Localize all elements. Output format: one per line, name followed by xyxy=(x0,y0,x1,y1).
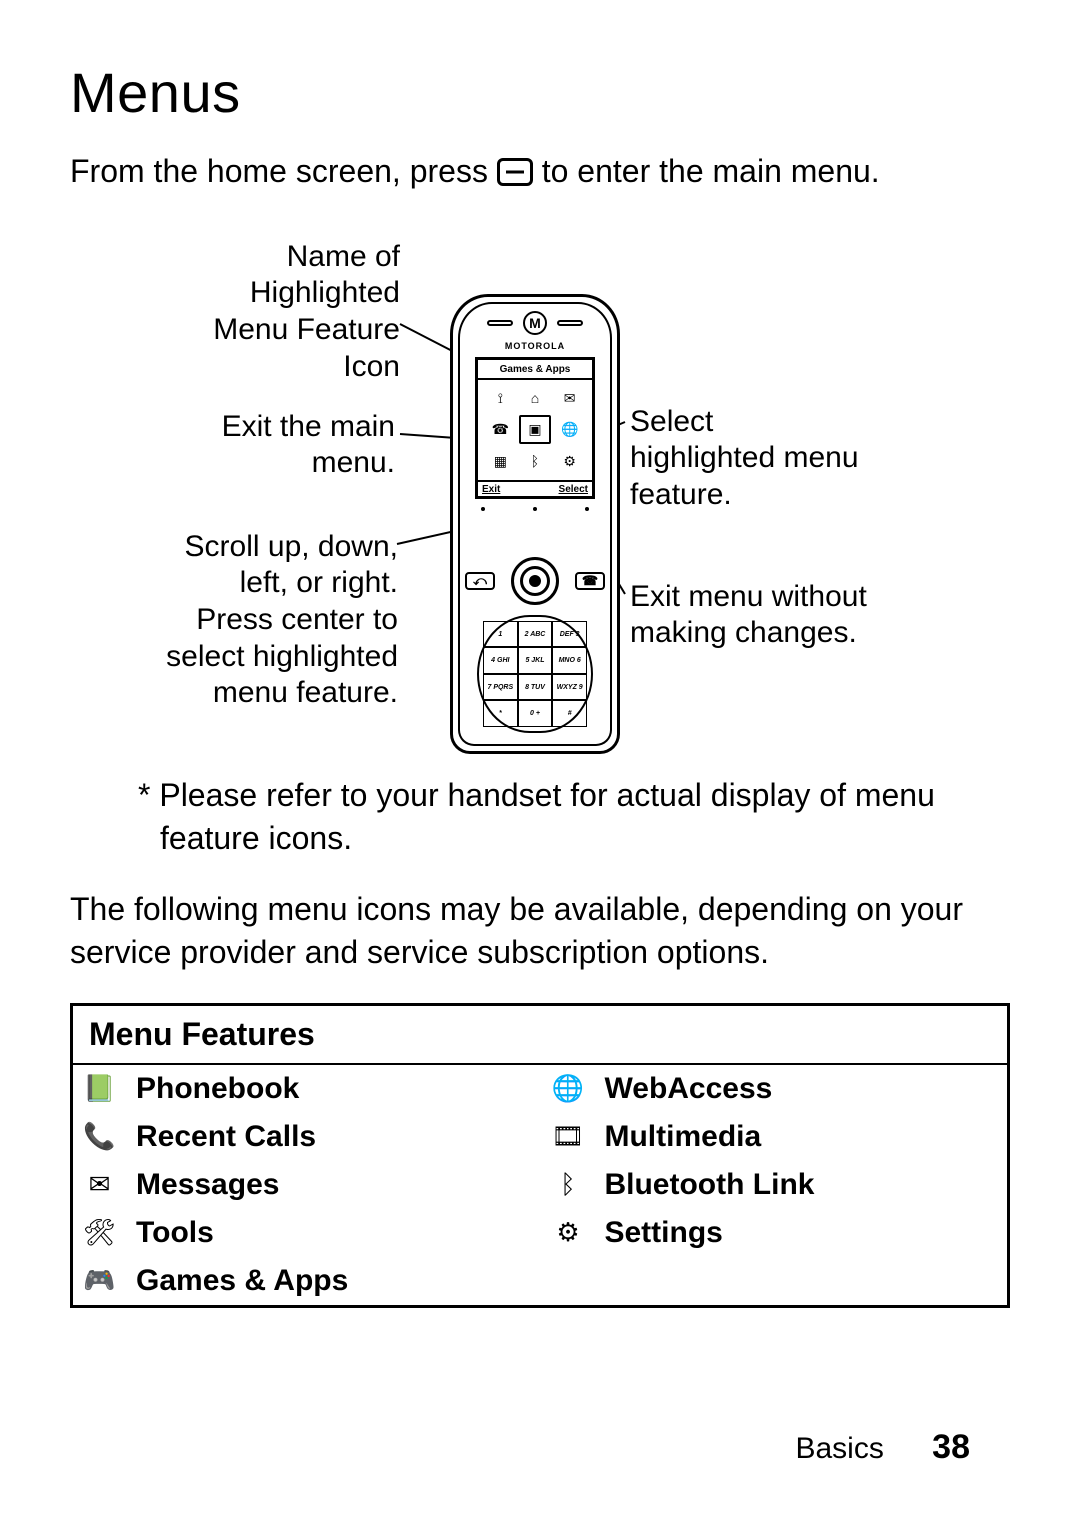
feature-label: Multimedia xyxy=(594,1113,1008,1161)
feature-icon: ⚙ xyxy=(541,1209,594,1257)
softkey-select: Select xyxy=(559,484,588,495)
feature-label: Phonebook xyxy=(126,1064,541,1113)
feature-label: Games & Apps xyxy=(126,1257,541,1307)
intro-text: From the home screen, press to enter the… xyxy=(70,149,1010,194)
dpad-icon xyxy=(511,557,559,605)
menu-key-icon xyxy=(497,158,533,186)
feature-icon: 📞 xyxy=(72,1113,127,1161)
phone-illustration: M MOTOROLA Games & Apps ⟟⌂✉ ☎▣🌐 ▦ᛒ⚙ Exit… xyxy=(450,294,620,754)
feature-icon: 🎮 xyxy=(72,1257,127,1307)
screen-title: Games & Apps xyxy=(478,360,592,380)
feature-label: Settings xyxy=(594,1209,1008,1257)
table-row: 📗Phonebook🌐WebAccess xyxy=(72,1064,1009,1113)
feature-label: WebAccess xyxy=(594,1064,1008,1113)
footer-page-number: 38 xyxy=(932,1428,970,1466)
page-title: Menus xyxy=(70,60,1010,125)
feature-icon xyxy=(541,1257,594,1307)
label-name-icon: Name ofHighlightedMenu FeatureIcon xyxy=(140,239,400,385)
feature-icon: ✉ xyxy=(72,1161,127,1209)
motorola-logo-icon: M xyxy=(523,311,547,335)
table-row: ✉MessagesᛒBluetooth Link xyxy=(72,1161,1009,1209)
phone-brand: MOTOROLA xyxy=(453,341,617,351)
feature-label: Bluetooth Link xyxy=(594,1161,1008,1209)
back-key-icon: ⤺ xyxy=(465,572,495,590)
availability-paragraph: The following menu icons may be availabl… xyxy=(70,888,1010,974)
table-row: 📞Recent Calls🎞Multimedia xyxy=(72,1113,1009,1161)
page-footer: Basics 38 xyxy=(795,1428,970,1467)
table-row: 🛠Tools⚙Settings xyxy=(72,1209,1009,1257)
intro-before: From the home screen, press xyxy=(70,153,497,189)
feature-icon: 🎞 xyxy=(541,1113,594,1161)
feature-icon: ᛒ xyxy=(541,1161,594,1209)
feature-icon: 📗 xyxy=(72,1064,127,1113)
feature-icon: 🛠 xyxy=(72,1209,127,1257)
phone-screen: Games & Apps ⟟⌂✉ ☎▣🌐 ▦ᛒ⚙ Exit Select xyxy=(475,357,595,499)
nav-row: ⤺ ☎ xyxy=(453,557,617,605)
intro-after: to enter the main menu. xyxy=(542,153,880,189)
feature-label: Messages xyxy=(126,1161,541,1209)
menu-features-table: Menu Features 📗Phonebook🌐WebAccess📞Recen… xyxy=(70,1003,1010,1308)
footnote: * Please refer to your handset for actua… xyxy=(70,774,1010,860)
feature-label: Tools xyxy=(126,1209,541,1257)
softkey-exit: Exit xyxy=(482,484,500,495)
keypad: 12 ABCDEF 3 4 GHI5 JKLMNO 6 7 PQRS8 TUVW… xyxy=(477,615,593,733)
phone-diagram: Name ofHighlightedMenu FeatureIcon Exit … xyxy=(70,234,1010,754)
feature-icon: 🌐 xyxy=(541,1064,594,1113)
label-select: Selecthighlighted menufeature. xyxy=(630,404,890,514)
label-exit-main: Exit the mainmenu. xyxy=(170,409,395,482)
label-scroll: Scroll up, down,left, or right.Press cen… xyxy=(110,529,398,712)
footer-section: Basics xyxy=(795,1432,883,1465)
label-exit-without: Exit menu withoutmaking changes. xyxy=(630,579,910,652)
table-header: Menu Features xyxy=(72,1004,1009,1064)
end-key-icon: ☎ xyxy=(575,572,605,590)
feature-label xyxy=(594,1257,1008,1307)
table-row: 🎮Games & Apps xyxy=(72,1257,1009,1307)
screen-icon-grid: ⟟⌂✉ ☎▣🌐 ▦ᛒ⚙ xyxy=(478,380,592,480)
feature-label: Recent Calls xyxy=(126,1113,541,1161)
